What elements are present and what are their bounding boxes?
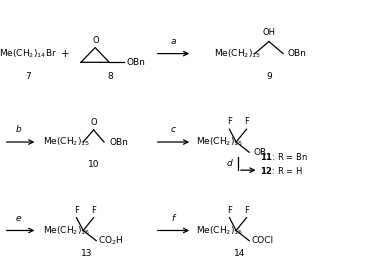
Text: 8: 8 [107,72,113,81]
Text: Me(CH$_2$)$_{15}$: Me(CH$_2$)$_{15}$ [196,136,243,148]
Text: 10: 10 [88,160,99,169]
Text: F: F [74,206,79,215]
Text: OH: OH [263,28,275,38]
Text: b: b [16,125,22,135]
Text: OR: OR [254,148,267,157]
Text: OBn: OBn [110,137,128,147]
Text: F: F [227,117,232,126]
Text: CO$_2$H: CO$_2$H [98,234,123,247]
Text: $\mathbf{11}$: R = Bn: $\mathbf{11}$: R = Bn [260,151,308,162]
Text: 13: 13 [81,249,93,258]
Text: 7: 7 [25,72,31,81]
Text: F: F [244,117,249,126]
Text: Me(CH$_2$)$_{15}$: Me(CH$_2$)$_{15}$ [43,224,90,237]
Text: Me(CH$_2$)$_{15}$: Me(CH$_2$)$_{15}$ [43,136,90,148]
Text: 9: 9 [266,72,272,81]
Text: Me(CH$_2$)$_{14}$Br: Me(CH$_2$)$_{14}$Br [0,47,57,60]
Text: O: O [90,118,97,127]
Text: OBn: OBn [288,49,307,58]
Text: F: F [244,206,249,215]
Text: $\mathbf{12}$: R = H: $\mathbf{12}$: R = H [260,165,303,176]
Text: F: F [227,206,232,215]
Text: +: + [61,49,70,59]
Text: f: f [172,214,175,223]
Text: c: c [171,125,176,135]
Text: F: F [91,206,96,215]
Text: e: e [16,214,21,223]
Text: COCl: COCl [251,236,274,245]
Text: a: a [171,37,176,46]
Text: 14: 14 [234,249,245,258]
Text: d: d [227,159,233,168]
Text: O: O [93,36,99,45]
Text: Me(CH$_2$)$_{15}$: Me(CH$_2$)$_{15}$ [214,47,262,60]
Text: Me(CH$_2$)$_{15}$: Me(CH$_2$)$_{15}$ [196,224,243,237]
Text: OBn: OBn [127,58,145,67]
